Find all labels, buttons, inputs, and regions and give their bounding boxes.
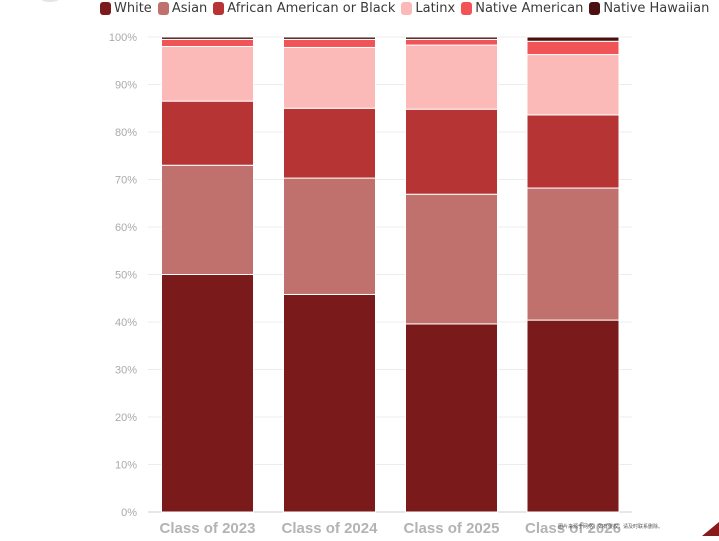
legend-label: Latinx [415, 0, 456, 16]
y-tick-label: 30% [115, 365, 137, 377]
bar-segment [161, 46, 254, 102]
bar-segment [283, 38, 376, 48]
bar-segment [161, 38, 254, 47]
bar-segment [283, 107, 376, 179]
bar-segment [283, 36, 376, 40]
decorative-shape [40, 0, 60, 2]
y-tick-label: 50% [115, 270, 137, 282]
legend-swatch [461, 1, 473, 15]
bars-layer [161, 36, 620, 513]
y-tick-label: 80% [115, 127, 137, 139]
legend-label: Native Hawaiian [603, 0, 710, 16]
bar-segment [405, 38, 498, 46]
watermark-text: 图片来源于网络，如有侵权，请及时联系删除。 [558, 523, 663, 530]
y-tick-label: 60% [115, 222, 137, 234]
y-tick-label: 100% [109, 32, 137, 44]
legend-swatch [401, 1, 413, 15]
legend-label: African American or Black [227, 0, 396, 16]
legend-swatch [213, 1, 225, 15]
legend: White Asian African American or Black Latin… [100, 0, 709, 16]
legend-swatch [157, 1, 169, 15]
bar-segment [526, 319, 620, 513]
bar-segment [283, 46, 376, 109]
bar-segment [405, 323, 498, 513]
legend-item: Native Hawaiian [589, 1, 709, 16]
x-tick-label: Class of 2024 [282, 520, 379, 536]
bar-segment [526, 40, 620, 56]
bar-segment [526, 114, 620, 189]
bar-segment [405, 44, 498, 110]
y-tick-label: 20% [115, 412, 137, 424]
corner-decoration [702, 522, 719, 536]
legend-swatch [100, 1, 111, 15]
legend-item: White [100, 1, 152, 16]
bar-segment [283, 177, 376, 295]
y-tick-label: 40% [115, 317, 137, 329]
bar-segment [161, 100, 254, 166]
bar-segment [405, 108, 498, 195]
bar-segment [161, 36, 254, 40]
legend-item: Latinx [401, 1, 455, 16]
bar-segment [161, 274, 254, 513]
x-tick-label: Class of 2025 [404, 520, 500, 536]
bar-segment [526, 54, 620, 116]
legend-item: African American or Black [213, 1, 395, 16]
bar-segment [405, 193, 498, 325]
y-tick-label: 10% [115, 460, 137, 472]
axis-layer: 0% 10% 20% 30% 40% 50% 60% 70% 80% 90% 100% Class o… [109, 32, 719, 537]
legend-label: White [114, 0, 152, 16]
legend-swatch [589, 1, 601, 15]
legend-item: Native American [461, 1, 583, 16]
x-tick-label: Class of 2026 [525, 520, 621, 536]
bar-segment [526, 36, 620, 42]
bar-segment [161, 164, 254, 275]
bar-segment [283, 293, 376, 513]
bar-segment [526, 187, 620, 321]
y-tick-label: 70% [115, 175, 137, 187]
bar-segment [405, 36, 498, 40]
legend-label: Native American [475, 0, 584, 16]
legend-label: Asian [171, 0, 208, 16]
y-tick-label: 0% [121, 507, 137, 519]
legend-item: Asian [157, 0, 208, 16]
x-tick-label: Class of 2023 [160, 520, 256, 536]
y-tick-label: 90% [115, 80, 137, 92]
